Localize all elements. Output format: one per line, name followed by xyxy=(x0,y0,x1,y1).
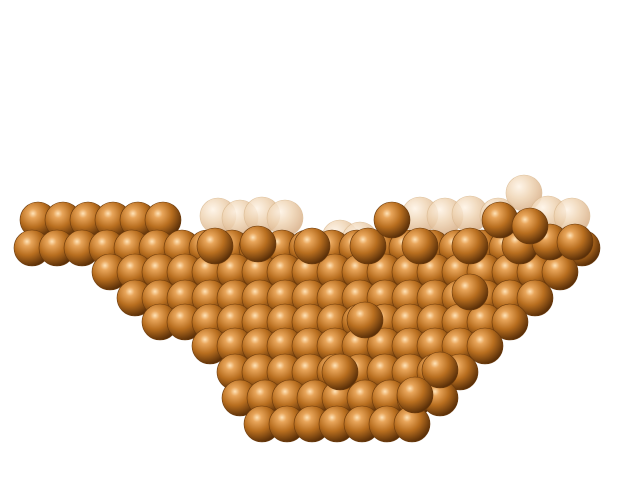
atom xyxy=(481,201,519,239)
atom xyxy=(511,207,549,245)
atom xyxy=(451,227,489,265)
atom xyxy=(196,227,234,265)
atom xyxy=(451,273,489,311)
atom xyxy=(516,279,554,317)
atom xyxy=(346,301,384,339)
atom xyxy=(239,225,277,263)
atom xyxy=(373,201,411,239)
atom xyxy=(321,353,359,391)
atom xyxy=(396,376,434,414)
foreground-atom-layer xyxy=(13,201,601,443)
atom xyxy=(401,227,439,265)
atom xyxy=(421,351,459,389)
atom xyxy=(491,303,529,341)
atom xyxy=(556,223,594,261)
atom xyxy=(349,227,387,265)
atom xyxy=(293,227,331,265)
atom xyxy=(466,327,504,365)
